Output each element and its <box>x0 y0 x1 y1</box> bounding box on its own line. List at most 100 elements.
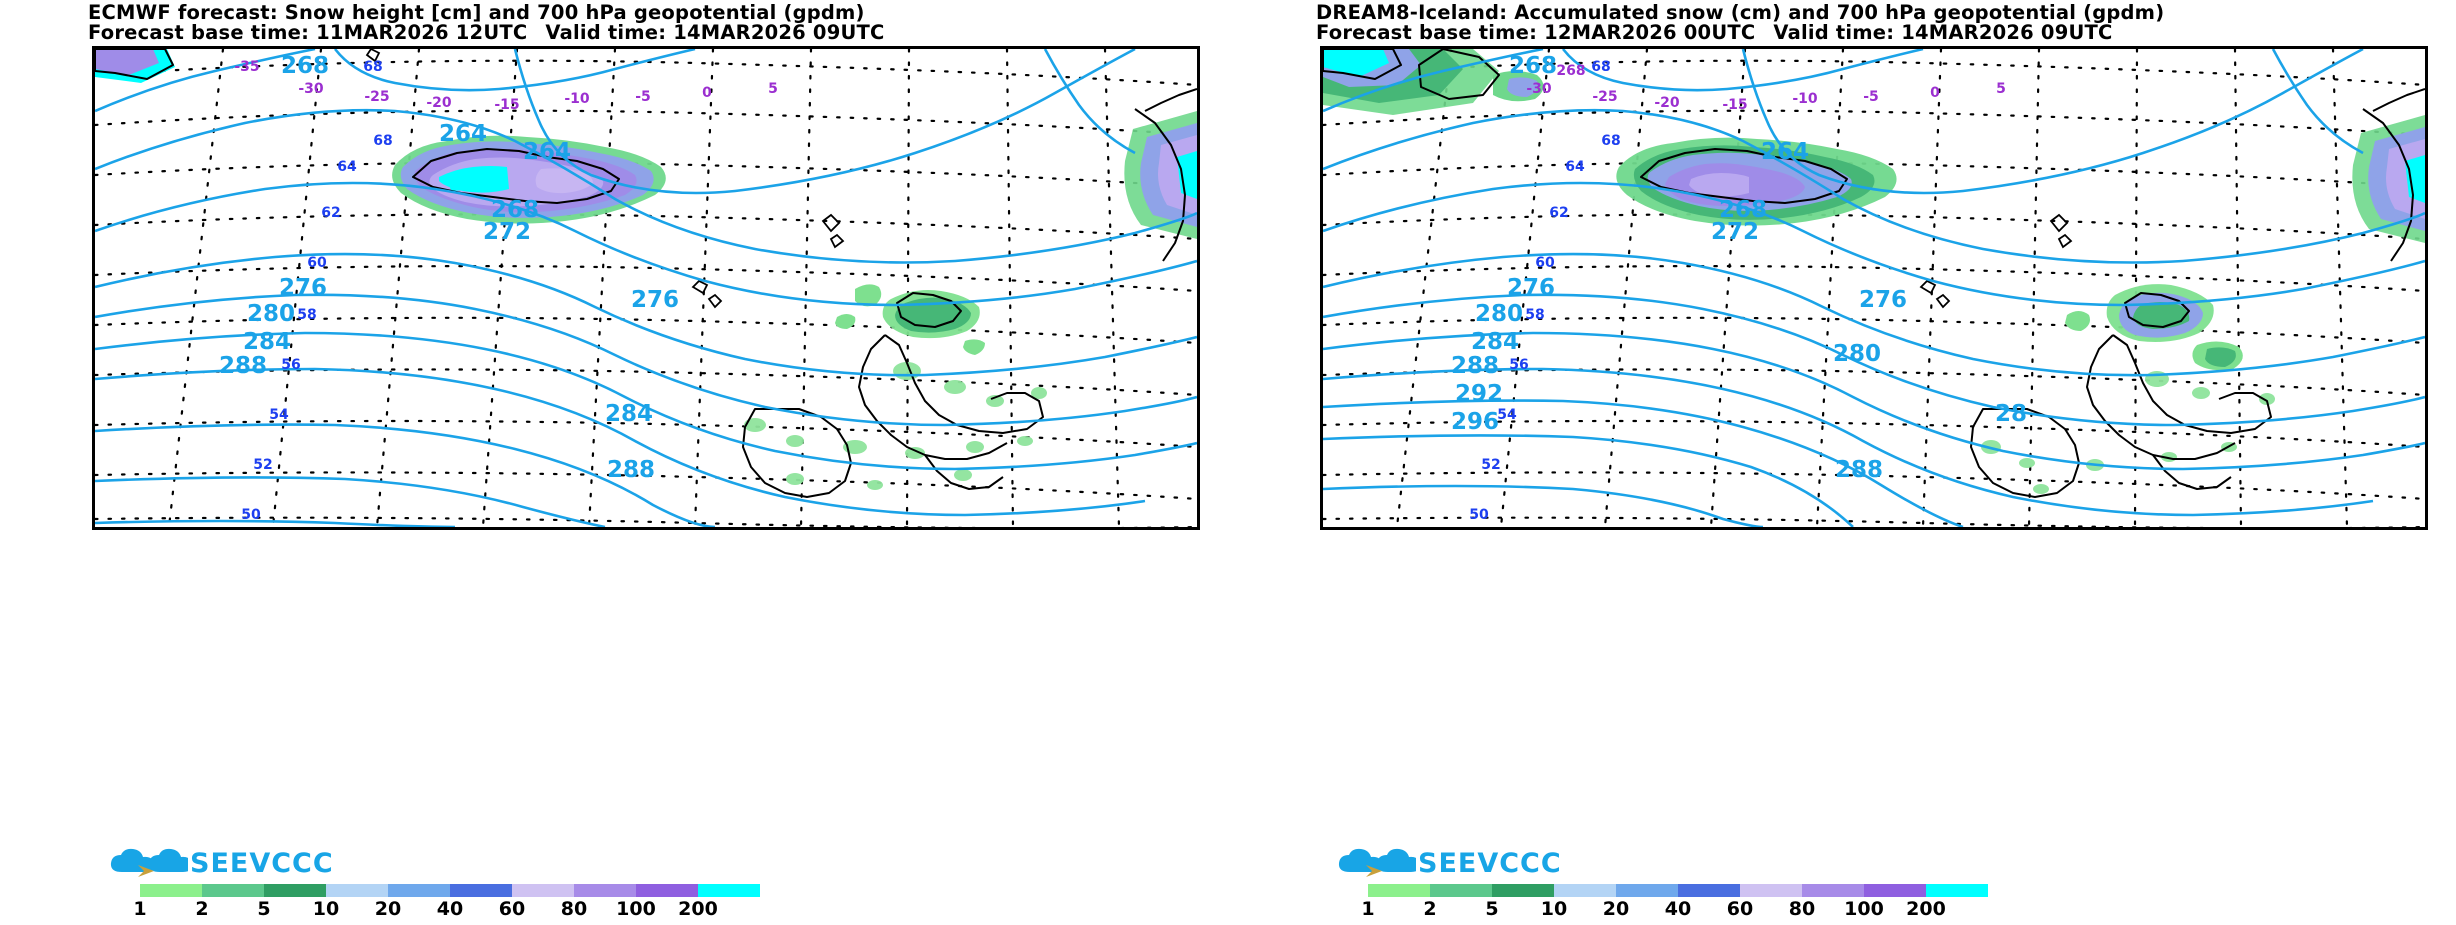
colorbar-tick-label: 1 <box>133 898 147 920</box>
graticule-meridians-left <box>167 49 1121 527</box>
longitude-label: 5 <box>768 81 778 97</box>
snow-field-norway-right <box>2352 115 2425 243</box>
colorbar-tick-label: 10 <box>1540 898 1568 920</box>
colorbar-left: 1 2 5 10 20 40 60 80 100 200 <box>133 884 760 922</box>
latitude-label: 60 <box>307 255 327 271</box>
cloud-icon-left <box>110 848 188 877</box>
longitude-label: 0 <box>1930 85 1940 101</box>
panel-title-line2-right: Forecast base time: 12MAR2026 00UTC Valid… <box>1316 23 2456 43</box>
panel-title-line2-left: Forecast base time: 11MAR2026 12UTC Valid… <box>88 23 1228 43</box>
contour-labels-right: 2682642682722762802842882922962762802882… <box>1451 53 2027 483</box>
colorbar-swatch <box>636 884 698 897</box>
colorbar-gradient-left <box>140 884 760 897</box>
map-ecmwf[interactable]: 268 264 264 268 272 276 280 284 288 276 284 288 68 6… <box>92 46 1200 530</box>
colorbar-tick-label: 200 <box>1906 898 1946 920</box>
colorbar-tick-label: 1 <box>1361 898 1375 920</box>
latitude-label: 50 <box>241 507 261 523</box>
geopotential-contour-label: 284 <box>605 401 653 427</box>
colorbar-swatch <box>140 884 202 897</box>
colorbar-tick-label: 60 <box>1726 898 1754 920</box>
colorbar-tick-label: 80 <box>560 898 588 920</box>
lon-labels-left: -35 -30 -25 -20 -15 -10 -5 0 5 <box>234 59 778 113</box>
colorbar-swatch <box>1678 884 1740 897</box>
geopotential-contour-label: 28 <box>1995 401 2027 427</box>
latitude-label: 68 <box>363 59 382 75</box>
map-canvas-right: 268 264 268 272 276 280 284 288 292 296 276 280 288 2… <box>1323 49 2425 527</box>
map-dream8[interactable]: 268 264 268 272 276 280 284 288 292 296 276 280 288 2… <box>1320 46 2428 530</box>
longitude-label: -35 <box>234 59 259 75</box>
longitude-label: -15 <box>1722 97 1747 113</box>
geopotential-contour-label: 276 <box>1507 275 1555 301</box>
geopotential-contour-label: 284 <box>243 329 291 355</box>
islands-right <box>1919 213 2073 309</box>
colorbar-tick-label: 100 <box>1844 898 1884 920</box>
geopotential-contour-label: 272 <box>483 219 531 245</box>
valid-time-left: Valid time: 14MAR2026 09UTC <box>545 21 885 44</box>
latitude-label: 58 <box>297 307 316 323</box>
panel-ecmwf: ECMWF forecast: Snow height [cm] and 700… <box>88 3 1228 922</box>
seevccc-label-right: SEEVCCC <box>1418 848 1562 879</box>
colorbar-swatch <box>1492 884 1554 897</box>
latitude-label: 56 <box>1509 357 1528 373</box>
colorbar-swatch <box>1554 884 1616 897</box>
longitude-label: -10 <box>564 91 590 107</box>
valid-time-right: Valid time: 14MAR2026 09UTC <box>1773 21 2113 44</box>
forecast-base-time-left: Forecast base time: 11MAR2026 12UTC <box>88 21 528 44</box>
longitude-label: -10 <box>1792 91 1818 107</box>
geopotential-contours-right <box>1323 49 2425 527</box>
forecast-base-time-right: Forecast base time: 12MAR2026 00UTC <box>1316 21 1756 44</box>
geopotential-contour-label: 280 <box>247 301 295 327</box>
latitude-label: 54 <box>1497 407 1517 423</box>
cloud-icon-right <box>1338 848 1416 877</box>
latitude-label: 60 <box>1535 255 1555 271</box>
colorbar-swatch <box>326 884 388 897</box>
islands-left <box>365 49 845 309</box>
latitude-label: 64 <box>337 159 357 175</box>
colorbar-tick-label: 5 <box>257 898 271 920</box>
colorbar-swatch <box>698 884 760 897</box>
colorbar-tick-label: 40 <box>436 898 464 920</box>
longitude-label: -5 <box>1863 89 1879 105</box>
geopotential-contour-label: 284 <box>1471 329 1519 355</box>
colorbar-ticks-right: 1 2 5 10 20 40 60 80 100 200 <box>1361 898 1988 920</box>
colorbar-tick-label: 5 <box>1485 898 1499 920</box>
colorbar-swatch <box>264 884 326 897</box>
latitude-label: 52 <box>1481 457 1500 473</box>
colorbar-swatch <box>1864 884 1926 897</box>
latitude-label: 62 <box>1549 205 1568 221</box>
geopotential-contour-label: 268 <box>1719 197 1767 223</box>
geopotential-contour-label: 288 <box>1451 353 1499 379</box>
colorbar-swatch <box>450 884 512 897</box>
graticule-meridians-right <box>1395 49 2349 527</box>
colorbar-swatch <box>574 884 636 897</box>
longitude-label: -30 <box>1526 81 1552 97</box>
geopotential-contour-label: 276 <box>631 287 679 313</box>
seevccc-logo-left: SEEVCCC <box>108 846 408 882</box>
longitude-label: -20 <box>1654 95 1680 111</box>
longitude-label: -20 <box>426 95 452 111</box>
snow-field-norway-left <box>1124 111 1197 239</box>
colorbar-swatch <box>1430 884 1492 897</box>
geopotential-contour-label: 276 <box>1859 287 1907 313</box>
longitude-label: 0 <box>702 85 712 101</box>
geopotential-contour-label: 296 <box>1451 409 1499 435</box>
latitude-label: 56 <box>281 357 300 373</box>
panel-dream8: DREAM8-Iceland: Accumulated snow (cm) an… <box>1228 0 2456 925</box>
colorbar-tick-label: 40 <box>1664 898 1692 920</box>
latitude-label: 68 <box>373 133 392 149</box>
colorbar-swatch <box>1368 884 1430 897</box>
colorbar-swatch <box>512 884 574 897</box>
map-svg-right: 2682642682722762802842882922962762802882… <box>1323 49 2425 527</box>
colorbar-tick-label: 100 <box>616 898 656 920</box>
colorbar-tick-label: 2 <box>1423 898 1437 920</box>
latitude-label: 52 <box>253 457 272 473</box>
geopotential-contour-label: 288 <box>219 353 267 379</box>
geopotential-contour-label: 264 <box>523 139 571 165</box>
geopotential-contour-label: 276 <box>279 275 327 301</box>
geopotential-contour-label: 288 <box>1835 457 1883 483</box>
latitude-label: 68 <box>1591 59 1610 75</box>
latitude-label: 54 <box>269 407 289 423</box>
colorbar-ticks-left: 1 2 5 10 20 40 60 80 100 200 <box>133 898 760 920</box>
